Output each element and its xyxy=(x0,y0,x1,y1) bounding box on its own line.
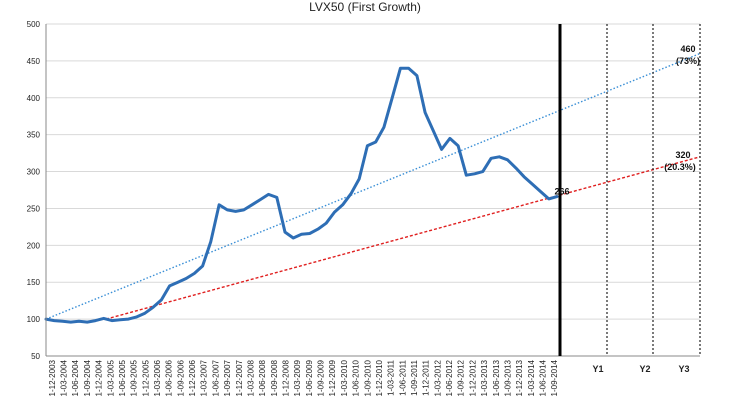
x-tick-label: 1-06-2013 xyxy=(492,359,501,396)
y-tick-label-500: 500 xyxy=(27,20,41,29)
series-layer xyxy=(44,66,559,324)
x-tick-label: 1-06-2008 xyxy=(258,359,267,396)
x-tick-label: 1-03-2010 xyxy=(340,359,349,396)
y-tick-label-250: 250 xyxy=(27,204,41,213)
x-tick-label: 1-09-2013 xyxy=(503,359,512,396)
trend-lines xyxy=(45,52,701,320)
x-tick-label: 1-03-2005 xyxy=(106,359,115,396)
annotation-upper-pct: (73%) xyxy=(676,56,700,66)
x-tick-label: 1-06-2009 xyxy=(305,359,314,396)
x-tick-label: 1-12-2004 xyxy=(95,359,104,396)
x-tick-label: 1-06-2006 xyxy=(165,359,174,396)
x-tick-label: 1-12-2008 xyxy=(281,359,290,396)
axes xyxy=(45,24,701,357)
x-tick-label: 1-03-2011 xyxy=(387,359,396,395)
y-tick-label-350: 350 xyxy=(27,131,41,140)
x-tick-label: 1-09-2009 xyxy=(317,359,326,396)
x-tick-label: 1-03-2007 xyxy=(200,359,209,396)
annotation-current-value: 266 xyxy=(554,187,569,197)
period-label-y3: Y3 xyxy=(678,364,689,374)
x-tick-label: 1-09-2014 xyxy=(550,359,559,396)
x-tick-label: 1-12-2006 xyxy=(188,359,197,396)
trend-line-lower xyxy=(105,156,701,320)
y-axis-ticks: 50 100 150 200 250 300 350 400 450 500 xyxy=(27,20,41,361)
x-tick-label: 1-03-2008 xyxy=(246,359,255,396)
x-axis-ticks: 1-12-2003 1-03-2004 1-06-2004 1-09-2004 1-12… xyxy=(48,359,690,396)
series-line-lvx50 xyxy=(44,66,559,324)
x-tick-label: 1-03-2009 xyxy=(293,359,302,396)
x-tick-label: 1-03-2013 xyxy=(480,359,489,396)
y-tick-label-100: 100 xyxy=(27,315,41,324)
x-tick-label: 1-12-2010 xyxy=(375,359,384,396)
y-tick-label-400: 400 xyxy=(27,94,41,103)
x-tick-label: 1-09-2005 xyxy=(130,359,139,396)
x-tick-label: 1-12-2003 xyxy=(48,359,57,396)
x-tick-label: 1-06-2011 xyxy=(398,359,407,395)
y-tick-label-450: 450 xyxy=(27,57,41,66)
trend-line-upper xyxy=(45,52,701,320)
x-tick-label: 1-12-2005 xyxy=(141,359,150,396)
x-tick-label: 1-06-2007 xyxy=(211,359,220,396)
x-tick-label: 1-06-2004 xyxy=(71,359,80,396)
annotation-upper-value: 460 xyxy=(680,44,695,54)
x-tick-label: 1-09-2011 xyxy=(410,359,419,395)
x-tick-label: 1-12-2013 xyxy=(515,359,524,396)
x-tick-label: 1-06-2005 xyxy=(118,359,127,396)
x-tick-label: 1-12-2009 xyxy=(328,359,337,396)
period-label-y1: Y1 xyxy=(592,364,603,374)
x-tick-label: 1-03-2006 xyxy=(153,359,162,396)
x-tick-label: 1-03-2014 xyxy=(527,359,536,396)
x-tick-label: 1-06-2012 xyxy=(445,359,454,396)
x-tick-label: 1-06-2014 xyxy=(538,359,547,396)
x-tick-label: 1-06-2010 xyxy=(352,359,361,396)
annotation-lower-value: 320 xyxy=(675,150,690,160)
x-tick-label: 1-09-2007 xyxy=(223,359,232,396)
x-tick-label: 1-09-2010 xyxy=(363,359,372,396)
y-tick-label-150: 150 xyxy=(27,278,41,287)
x-tick-label: 1-03-2012 xyxy=(433,359,442,396)
x-tick-label: 1-09-2012 xyxy=(457,359,466,396)
annotations: 266 460 (73%) 320 (20.3%) xyxy=(554,44,700,197)
x-tick-label: 1-12-2011 xyxy=(422,359,431,395)
y-tick-label-300: 300 xyxy=(27,168,41,177)
x-tick-label: 1-09-2004 xyxy=(83,359,92,396)
x-tick-label: 1-12-2007 xyxy=(235,359,244,396)
y-tick-label-50: 50 xyxy=(31,352,40,361)
annotation-lower-pct: (20.3%) xyxy=(664,162,696,172)
chart-title: LVX50 (First Growth) xyxy=(309,0,421,14)
gridlines xyxy=(46,23,700,357)
y-tick-label-200: 200 xyxy=(27,241,41,250)
x-tick-label: 1-03-2004 xyxy=(60,359,69,396)
x-tick-label: 1-12-2012 xyxy=(468,359,477,396)
x-tick-label: 1-09-2006 xyxy=(176,359,185,396)
x-tick-label: 1-09-2008 xyxy=(270,359,279,396)
period-label-y2: Y2 xyxy=(639,364,650,374)
